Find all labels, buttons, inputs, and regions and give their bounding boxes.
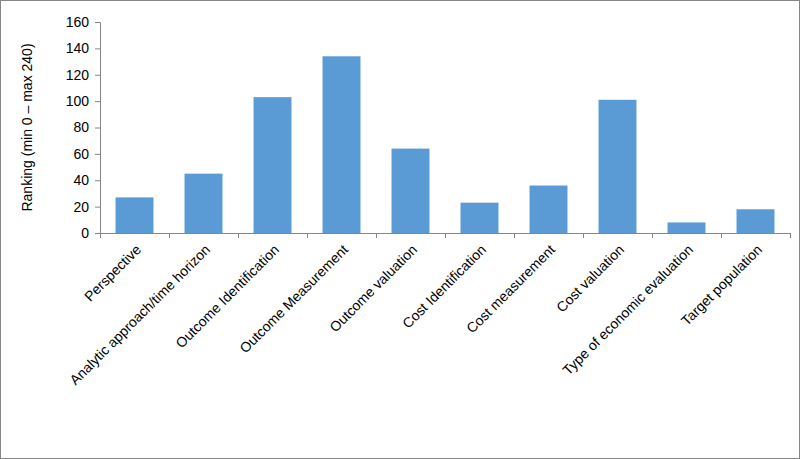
- x-tick-label: Perspective: [81, 241, 144, 304]
- x-tick-label: Cost measurement: [463, 241, 558, 336]
- bar: [185, 174, 223, 233]
- y-tick-mark: [95, 75, 100, 76]
- x-separator: [790, 233, 791, 238]
- x-separator: [376, 233, 377, 238]
- y-tick-label: 100: [66, 93, 90, 109]
- x-tick: Analytic approach/time horizon: [66, 233, 213, 388]
- x-tick-label: Type of economic evaluation: [559, 241, 696, 378]
- bar: [599, 100, 637, 233]
- y-tick-mark: [95, 154, 100, 155]
- y-tick-label: 160: [66, 14, 90, 30]
- y-tick: 80: [73, 119, 100, 135]
- y-tick-mark: [95, 22, 100, 23]
- bar: [116, 197, 154, 233]
- x-tick-label: Outcome Measurement: [236, 241, 351, 356]
- y-tick: 100: [66, 93, 100, 109]
- x-tick: Cost valuation: [553, 233, 627, 315]
- x-tick: Target population: [678, 233, 765, 329]
- y-axis-line: [95, 23, 101, 234]
- y-tick: 20: [73, 199, 100, 215]
- y-tick-mark: [95, 180, 100, 181]
- x-separator: [514, 233, 515, 238]
- y-tick-label: 60: [73, 146, 89, 162]
- bar: [254, 97, 292, 233]
- y-tick-label: 120: [66, 67, 90, 83]
- x-separator: [652, 233, 653, 238]
- y-axis-title: Ranking (min 0 – max 240): [19, 43, 35, 211]
- x-tick: Cost measurement: [463, 233, 558, 336]
- y-tick-label: 0: [81, 225, 89, 241]
- y-tick: 120: [66, 67, 100, 83]
- bar: [323, 56, 361, 233]
- chart-frame: [1, 1, 800, 459]
- y-tick: 140: [66, 40, 100, 56]
- y-tick: 0: [81, 225, 100, 241]
- y-tick-mark: [95, 207, 100, 208]
- x-tick: Perspective: [81, 233, 144, 304]
- bars: [116, 56, 775, 233]
- x-separator: [238, 233, 239, 238]
- x-separators: [101, 233, 791, 238]
- y-tick-mark: [95, 233, 100, 234]
- plot: 0 20 40 60 80 100 120 140 160 PerspectiveAnalytic…: [66, 14, 791, 388]
- x-axis: PerspectiveAnalytic approach/time horizo…: [66, 233, 790, 388]
- bar: [530, 186, 568, 233]
- bar: [392, 149, 430, 233]
- x-separator: [721, 233, 722, 238]
- y-axis: 0 20 40 60 80 100 120 140 160: [66, 14, 101, 241]
- x-separator: [583, 233, 584, 238]
- y-tick-mark: [95, 128, 100, 129]
- x-separator: [169, 233, 170, 238]
- y-tick: 40: [73, 172, 100, 188]
- x-tick-label: Analytic approach/time horizon: [66, 241, 213, 388]
- y-tick-mark: [95, 48, 100, 49]
- x-tick-label: Target population: [678, 241, 765, 328]
- x-tick: Outcome Measurement: [236, 233, 351, 356]
- x-tick: Type of economic evaluation: [559, 233, 696, 378]
- y-tick: 160: [66, 14, 100, 30]
- y-tick: 60: [73, 146, 100, 162]
- bar: [668, 222, 706, 233]
- x-separator: [445, 233, 446, 238]
- bar: [461, 203, 499, 233]
- y-tick-mark: [95, 101, 100, 102]
- chart: 0 20 40 60 80 100 120 140 160 PerspectiveAnalytic…: [0, 0, 800, 459]
- x-separator: [100, 233, 101, 238]
- y-tick-label: 140: [66, 40, 90, 56]
- bar: [737, 209, 775, 233]
- y-tick-label: 40: [73, 172, 89, 188]
- y-tick-label: 20: [73, 199, 89, 215]
- x-separator: [307, 233, 308, 238]
- x-tick-label: Cost valuation: [553, 241, 627, 315]
- y-tick-label: 80: [73, 119, 89, 135]
